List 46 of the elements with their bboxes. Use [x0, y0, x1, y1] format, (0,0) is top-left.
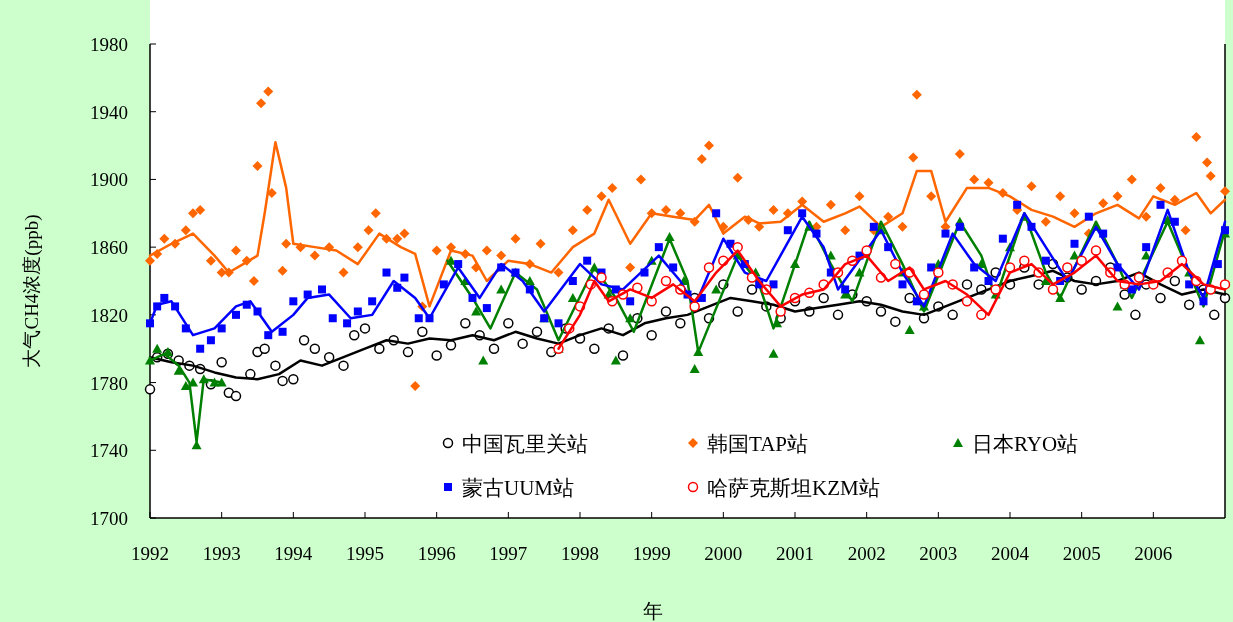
x-tick-label: 2005: [1062, 543, 1101, 564]
y-tick-label: 1900: [90, 169, 128, 191]
x-tick-label: 1994: [274, 543, 313, 564]
point: [703, 262, 715, 273]
y-tick-label: 1940: [90, 101, 128, 123]
legend-label: 日本RYO站: [972, 432, 1079, 456]
x-tick-label: 1998: [561, 543, 599, 564]
point: [1019, 255, 1030, 266]
legend-label: 韩国TAP站: [707, 432, 808, 456]
point: [660, 275, 672, 287]
x-tick-label: 2003: [919, 543, 958, 564]
point: [861, 245, 872, 256]
point: [1133, 272, 1145, 283]
y-tick-label: 1740: [90, 440, 128, 462]
point: [1062, 262, 1073, 273]
y-tick-label: 1820: [90, 304, 128, 326]
point: [775, 306, 786, 317]
y-tick-label: 1980: [90, 34, 128, 55]
x-tick-label: 1993: [202, 543, 241, 564]
point: [918, 289, 930, 300]
x-tick-label: 1995: [346, 543, 384, 564]
point: [596, 272, 607, 283]
point: [890, 258, 901, 270]
x-tick-label: 2000: [704, 543, 743, 564]
x-tick-label: 1999: [632, 543, 671, 564]
x-tick-label: 1996: [417, 543, 456, 564]
legend-label: 蒙古UUM站: [462, 476, 575, 500]
y-tick-label: 1860: [90, 237, 128, 259]
x-tick-label: 2002: [847, 543, 886, 564]
x-tick-label: 2006: [1134, 543, 1173, 564]
x-tick-label: 1992: [131, 543, 169, 564]
point: [689, 301, 700, 312]
point: [933, 267, 944, 278]
y-tick-label: 1780: [90, 372, 128, 394]
x-axis-title: 年: [642, 600, 663, 622]
point: [1047, 284, 1059, 295]
legend-label: 哈萨克斯坦KZM站: [707, 476, 880, 500]
x-tick-label: 2004: [991, 543, 1030, 564]
x-tick-label: 2001: [776, 543, 814, 564]
point: [1219, 279, 1231, 290]
legend-label: 中国瓦里关站: [462, 432, 588, 456]
point: [990, 284, 1001, 295]
x-tick-label: 1997: [489, 543, 528, 564]
y-tick-label: 1700: [90, 508, 128, 529]
point: [1090, 245, 1102, 256]
y-axis-title: 大气CH4浓度(ppb): [21, 214, 43, 368]
